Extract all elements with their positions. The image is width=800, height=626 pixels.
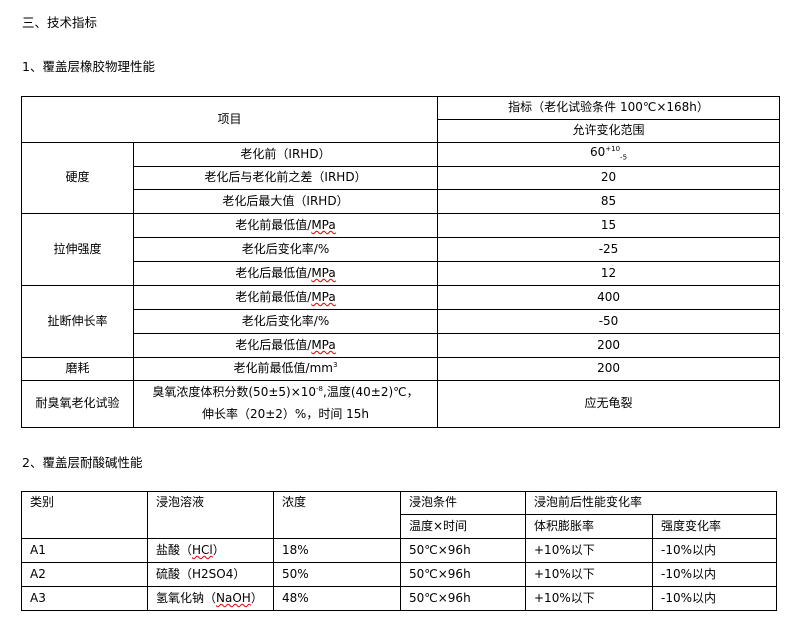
subsection-title-2: 2、覆盖层耐酸碱性能 bbox=[22, 455, 143, 470]
header-condition: 浸泡条件 bbox=[400, 491, 526, 515]
item-cell: 臭氧浓度体积分数(50±5)×10-8,温度(40±2)℃， 伸长率（20±2）%… bbox=[132, 380, 439, 428]
header-index: 指标（老化试验条件 100℃×168h） bbox=[437, 96, 781, 120]
subsection-title-1: 1、覆盖层橡胶物理性能 bbox=[22, 59, 155, 74]
group-name: 拉伸强度 bbox=[21, 213, 134, 286]
value-cell: 200 bbox=[437, 333, 781, 358]
group-name: 耐臭氧老化试验 bbox=[21, 380, 134, 428]
item-cell: 老化后与老化前之差（IRHD） bbox=[132, 166, 439, 190]
item-cell: 老化后最低值/MPa bbox=[132, 261, 439, 286]
acid-alkali-table: 类别 浸泡溶液 浓度 浸泡条件 浸泡前后性能变化率 温度×时间 体积膨胀率 强度变化率 A1… bbox=[21, 491, 778, 611]
value-cell: 20 bbox=[437, 166, 781, 190]
item-cell: 老化前（IRHD） bbox=[132, 142, 439, 167]
item-cell: 老化前最低值/MPa bbox=[132, 213, 439, 238]
value-cell: 12 bbox=[437, 261, 781, 286]
header-solution: 浸泡溶液 bbox=[147, 491, 274, 539]
table-row: A2 硫酸（H2SO4） 50% 50℃×96h +10%以下 -10%以内 bbox=[21, 562, 778, 587]
value-cell: -50 bbox=[437, 309, 781, 334]
header-category: 类别 bbox=[21, 491, 148, 539]
value-cell: 15 bbox=[437, 213, 781, 238]
header-change: 浸泡前后性能变化率 bbox=[524, 491, 778, 515]
value-cell: -25 bbox=[437, 237, 781, 262]
value-cell: 85 bbox=[437, 189, 781, 214]
header-temp-time: 温度×时间 bbox=[400, 514, 526, 539]
item-cell: 老化后变化率/% bbox=[132, 237, 439, 262]
header-range: 允许变化范围 bbox=[437, 119, 781, 143]
physical-properties-table: 项目 指标（老化试验条件 100℃×168h） 允许变化范围 硬度 老化前（IRHD… bbox=[20, 96, 781, 428]
value-cell: 400 bbox=[437, 285, 781, 310]
item-cell: 老化后最低值/MPa bbox=[132, 333, 439, 358]
item-cell: 老化前最低值/mm3 bbox=[132, 357, 439, 381]
item-cell: 老化后最大值（IRHD） bbox=[132, 189, 439, 214]
value-cell: 应无龟裂 bbox=[437, 380, 781, 428]
item-cell: 老化前最低值/MPa bbox=[132, 285, 439, 310]
value-cell: 60+10-5 bbox=[437, 142, 781, 167]
table-row: A3 氢氧化钠（NaOH） 48% 50℃×96h +10%以下 -10%以内 bbox=[21, 586, 778, 611]
group-name: 磨耗 bbox=[21, 357, 134, 381]
group-name: 硬度 bbox=[21, 142, 134, 214]
section-title: 三、技术指标 bbox=[22, 15, 98, 30]
header-item: 项目 bbox=[20, 96, 439, 143]
header-strength: 强度变化率 bbox=[651, 514, 778, 539]
table-row: A1 盐酸（HCl） 18% 50℃×96h +10%以下 -10%以内 bbox=[21, 538, 778, 563]
group-name: 扯断伸长率 bbox=[21, 285, 134, 358]
value-cell: 200 bbox=[437, 357, 781, 381]
header-concentration: 浓度 bbox=[273, 491, 401, 539]
header-volume: 体积膨胀率 bbox=[525, 514, 653, 539]
item-cell: 老化后变化率/% bbox=[132, 309, 439, 334]
